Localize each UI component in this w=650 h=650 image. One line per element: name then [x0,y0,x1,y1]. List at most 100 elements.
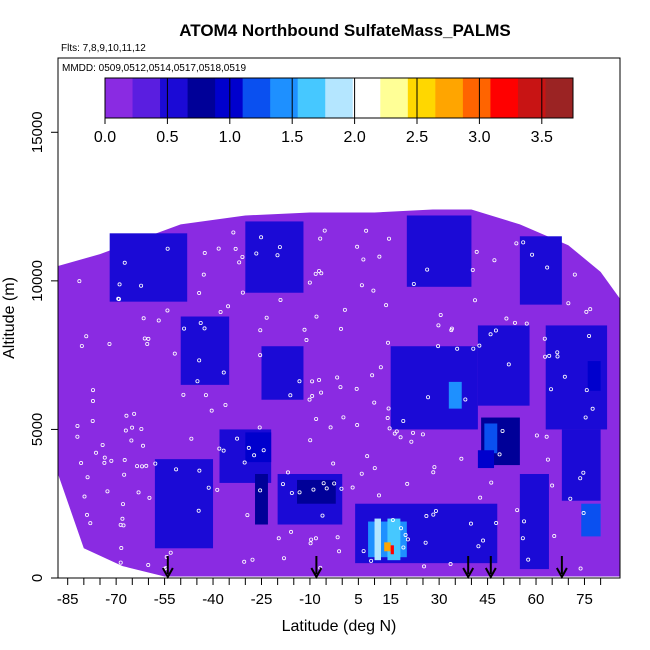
sample-point [313,536,318,541]
sample-point [79,461,84,466]
y-tick-label: 5000 [29,413,46,446]
heatmap-cell [255,474,268,525]
sample-point [342,307,347,312]
sample-points [75,228,595,571]
sample-point [339,486,344,491]
sample-point [136,490,141,495]
sample-point [107,341,112,346]
arrow-head [462,567,475,580]
sample-point [233,246,238,251]
sample-point [411,430,416,435]
sample-point [297,490,302,495]
sample-point [401,419,406,424]
sample-point [550,483,555,488]
sample-point [386,340,391,345]
colorbar-swatch [380,78,409,118]
sample-point [197,358,202,363]
sample-point [119,546,124,551]
sample-point [118,522,123,527]
sample-point [552,534,557,539]
sample-point [275,253,280,258]
sample-point [572,272,577,277]
sample-point [361,549,366,554]
sample-point [252,453,257,458]
sample-point [321,481,326,486]
sample-point [218,310,223,315]
sample-point [385,416,390,421]
sample-point [431,512,436,517]
sample-point [285,470,290,475]
sample-point [500,428,505,433]
sample-point [387,236,392,241]
arrow-head [310,567,323,580]
sample-point [477,343,482,348]
sample-point [75,423,80,428]
sample-point [438,312,443,317]
heatmap-cell [384,542,391,552]
sample-point [281,556,286,561]
heatmap-cells [109,215,608,570]
colorbar-swatch [435,78,464,118]
sample-point [524,321,529,326]
sample-point [405,481,410,486]
x-tick-label: -40 [202,591,224,608]
sample-point [317,269,322,274]
sample-point [123,428,128,433]
colorbar-swatch [105,78,134,118]
colorbar-tick-label: 3.0 [468,129,490,146]
sample-point [257,425,262,430]
sample-point [124,413,129,418]
colorbar-frame [104,77,574,119]
sample-point [307,280,312,285]
sample-point [215,487,220,492]
sample-point [584,388,589,393]
sample-point [117,282,122,287]
x-tick-label: -10 [299,591,321,608]
sample-point [82,560,87,565]
sample-point [276,536,281,541]
sample-point [547,353,552,358]
sample-point [258,488,263,493]
sample-point [384,303,389,308]
sample-point [515,508,520,513]
x-tick-label: 45 [479,591,496,608]
sample-point [555,354,560,359]
heatmap-cell [390,346,478,430]
x-axis-label: Latitude (deg N) [282,618,397,635]
sample-point [566,301,571,306]
sample-point [426,395,431,400]
arrow-head [484,567,497,580]
y-tick-label: 0 [29,574,46,582]
sample-point [302,327,307,332]
sample-point [217,446,222,451]
sample-point [311,487,316,492]
sample-point [82,494,87,499]
sample-point [168,550,173,555]
sample-point [250,557,255,562]
sample-point [478,495,483,500]
x-axis: -85 -70 -55 -40 -25 -10 5 15 30 45 60 75 [57,578,602,608]
heatmap-cell [261,346,304,400]
sample-point [338,385,343,390]
sample-point [409,439,414,444]
sample-point [259,235,264,240]
sample-point [216,246,221,251]
colorbar-tick-label: 1.0 [219,129,241,146]
sample-point [118,560,123,565]
sample-point [544,434,549,439]
sample-point [145,342,150,347]
sample-point [588,307,593,312]
sample-point [242,559,247,564]
colorbar-swatch [407,78,436,118]
sample-point [320,513,325,518]
sample-point [493,328,498,333]
sample-point [129,438,134,443]
sample-point [521,240,526,245]
sample-point [122,260,127,265]
sample-point [578,476,583,481]
sample-point [122,472,127,477]
sample-point [130,425,135,430]
sample-point [85,475,90,480]
sample-point [85,512,90,517]
sample-point [331,461,336,466]
